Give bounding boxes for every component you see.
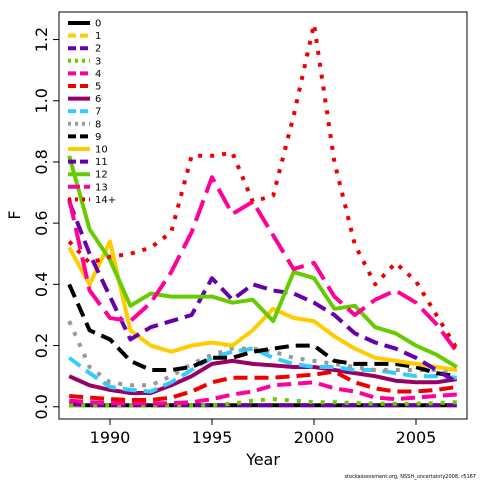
legend-label: 3 (95, 56, 101, 67)
legend-label: 1 (95, 31, 101, 42)
legend-label: 14+ (95, 195, 116, 206)
series-line-11 (67, 200, 458, 385)
y-tick-label: 0.0 (32, 394, 51, 419)
series-line-6 (68, 358, 458, 395)
x-tick-label: 2005 (396, 428, 437, 447)
series-line-13 (67, 175, 459, 353)
series-line-10 (67, 239, 458, 372)
x-tick-label: 1995 (192, 428, 233, 447)
x-tick-label: 2000 (294, 428, 335, 447)
series-line-7 (67, 346, 457, 394)
legend-label: 2 (95, 44, 101, 55)
x-tick-label: 1990 (90, 428, 131, 447)
y-tick-label: 1.0 (32, 88, 51, 113)
y-axis: 0.0 0.2 0.4 0.6 0.8 1.0 1.2 (32, 27, 59, 419)
y-tick-label: 0.2 (32, 333, 51, 358)
series-line-9 (67, 283, 458, 379)
legend-label: 11 (95, 157, 108, 168)
credit-text: stockassessment.org, NSSH_uncertainty200… (344, 474, 476, 480)
legend-label: 6 (95, 94, 101, 105)
legend-label: 4 (95, 69, 101, 80)
series-line-14plus (67, 22, 459, 350)
y-axis-title: F (5, 210, 24, 219)
x-axis: 1990 1995 2000 2005 (90, 419, 437, 447)
y-tick-label: 0.6 (32, 210, 51, 235)
y-tick-label: 1.2 (32, 27, 51, 52)
series-line-8 (67, 320, 457, 388)
legend-label: 13 (95, 182, 108, 193)
plot-frame (58, 11, 468, 420)
series-layer (67, 22, 459, 408)
series-line-3 (69, 397, 457, 408)
legend-label: 10 (95, 145, 108, 156)
y-tick-label: 0.8 (32, 149, 51, 174)
legend-label: 5 (95, 82, 101, 93)
legend-label: 7 (95, 107, 101, 118)
legend-label: 8 (95, 119, 101, 130)
series-line-12 (67, 155, 458, 369)
legend-label: 12 (95, 170, 108, 181)
legend-label: 0 (95, 19, 101, 30)
legend-label: 9 (95, 132, 101, 143)
series-line-4 (69, 380, 457, 406)
y-tick-label: 0.4 (32, 272, 51, 297)
series-line-5 (69, 369, 458, 402)
x-axis-title: Year (245, 450, 280, 469)
